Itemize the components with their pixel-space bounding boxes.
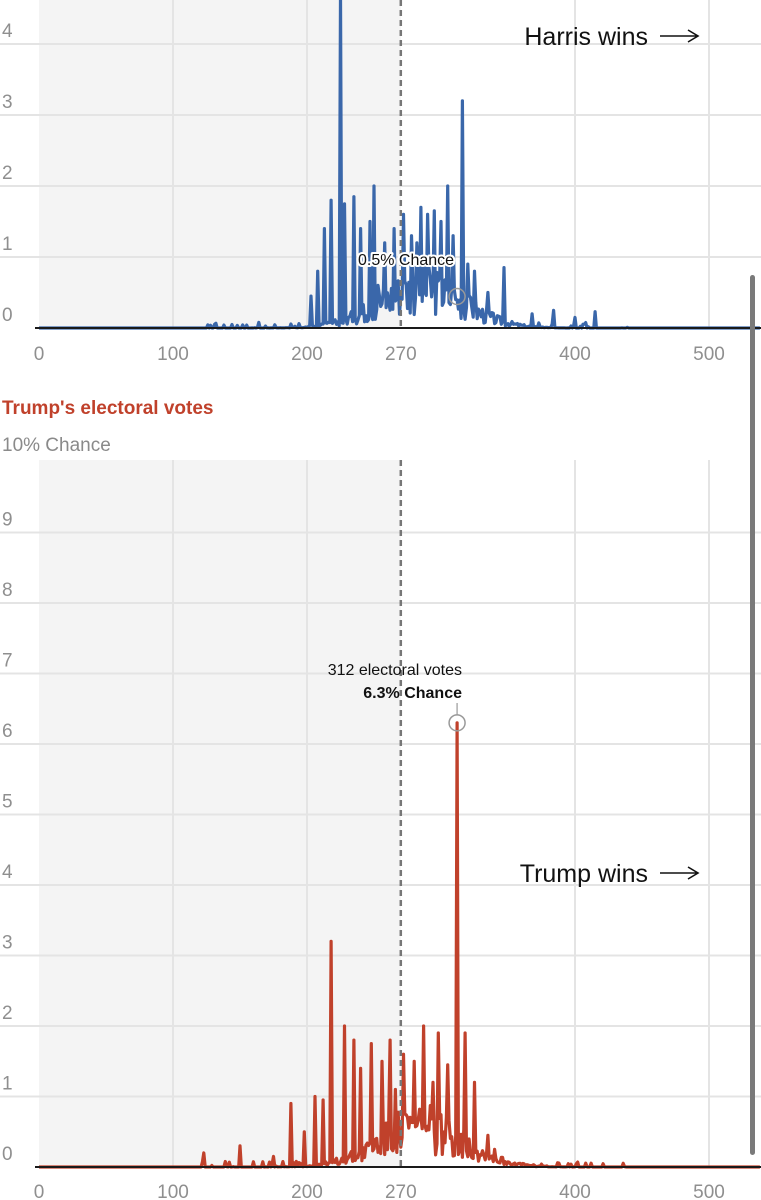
right-arrow-icon (660, 866, 700, 880)
harris-x-tick-label: 270 (385, 344, 417, 365)
harris-annotation-chance: 0.5% Chance (358, 252, 454, 269)
trump-y-tick-label: 0 (2, 1144, 13, 1165)
harris-y-tick-label: 4 (2, 21, 13, 42)
trump-x-tick-label: 100 (157, 1182, 189, 1200)
harris-y-tick-label: 0 (2, 305, 13, 326)
trump-annotation-votes: 312 electoral votes (328, 662, 462, 679)
right-arrow-icon (660, 29, 700, 43)
trump-y-tick-label: 4 (2, 862, 13, 883)
trump-annotation-marker (448, 714, 466, 732)
trump-annotation-chance: 6.3% Chance (363, 685, 462, 702)
harris-x-tick-label: 100 (157, 344, 189, 365)
harris-x-tick-label: 200 (291, 344, 323, 365)
trump-y-tick-label: 9 (2, 510, 13, 531)
scrollbar-thumb[interactable] (750, 275, 755, 1155)
harris-annotation-marker (448, 287, 466, 306)
harris-y-tick-label: 1 (2, 234, 13, 255)
trump-chart-subtitle: 10% Chance (2, 435, 111, 456)
trump-chart-title: Trump's electoral votes (2, 398, 214, 419)
trump-y-tick-label: 8 (2, 580, 13, 601)
trump-chart: 0 1 2 3 4 5 6 7 8 9 0 100 200 270 400 500 Trump wins 312 … (0, 460, 761, 1200)
harris-y-tick-label: 2 (2, 163, 13, 184)
trump-x-tick-label: 400 (559, 1182, 591, 1200)
harris-x-tick-label: 400 (559, 344, 591, 365)
trump-y-tick-label: 2 (2, 1003, 13, 1024)
harris-wins-label: Harris wins (524, 23, 648, 51)
trump-x-tick-label: 200 (291, 1182, 323, 1200)
trump-y-tick-label: 1 (2, 1074, 13, 1095)
trump-y-tick-label: 6 (2, 721, 13, 742)
trump-y-tick-label: 3 (2, 933, 13, 954)
trump-x-tick-label: 500 (693, 1182, 725, 1200)
trump-y-tick-label: 5 (2, 792, 13, 813)
harris-y-tick-label: 3 (2, 92, 13, 113)
harris-x-tick-label: 0 (34, 344, 45, 365)
trump-wins-label: Trump wins (520, 860, 648, 888)
trump-x-tick-label: 270 (385, 1182, 417, 1200)
harris-chart: 0 1 2 3 4 0 100 200 270 400 500 Harris wins 0.5% Cha… (0, 0, 761, 365)
harris-x-tick-label: 500 (693, 344, 725, 365)
trump-x-tick-label: 0 (34, 1182, 45, 1200)
trump-y-tick-label: 7 (2, 651, 13, 672)
